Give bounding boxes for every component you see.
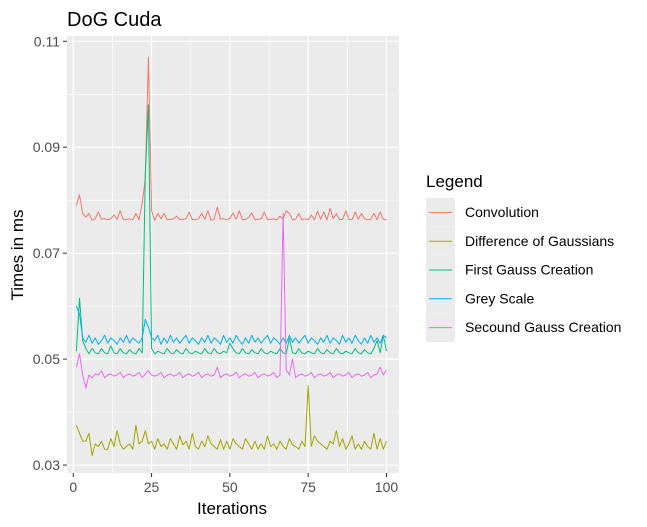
legend-items: Convolution Difference of Gaussians First … bbox=[426, 198, 621, 342]
chart-title: DoG Cuda bbox=[67, 9, 162, 31]
legend: Legend Convolution Difference of Gaussian… bbox=[426, 172, 621, 342]
series-line-difference-of-gaussians bbox=[75, 385, 387, 456]
grid-major bbox=[67, 36, 399, 473]
x-axis: 0 25 50 75 100 bbox=[69, 473, 398, 495]
panel-background bbox=[67, 36, 399, 473]
y-axis-title: Times in ms bbox=[8, 210, 27, 301]
x-tick-label: 25 bbox=[144, 479, 160, 495]
grid-minor bbox=[67, 36, 399, 473]
plot-area bbox=[67, 36, 399, 473]
y-axis: 0.03 0.05 0.07 0.09 0.11 bbox=[33, 33, 67, 473]
y-tick-label: 0.05 bbox=[33, 351, 60, 367]
legend-label-grey-scale: Grey Scale bbox=[465, 290, 534, 306]
x-tick-label: 0 bbox=[69, 479, 77, 495]
series-line-convolution bbox=[75, 56, 387, 221]
x-axis-title: Iterations bbox=[197, 499, 267, 518]
legend-label-secound-gauss-creation: Secound Gauss Creation bbox=[465, 319, 621, 335]
legend-label-first-gauss-creation: First Gauss Creation bbox=[465, 262, 593, 278]
legend-label-difference-of-gaussians: Difference of Gaussians bbox=[465, 233, 614, 249]
series-line-secound-gauss-creation bbox=[75, 212, 387, 389]
legend-label-convolution: Convolution bbox=[465, 204, 539, 220]
x-tick-label: 100 bbox=[375, 479, 399, 495]
legend-title: Legend bbox=[426, 172, 483, 191]
series-line-grey-scale bbox=[75, 305, 387, 345]
x-tick-label: 50 bbox=[222, 479, 238, 495]
series-line-first-gauss-creation bbox=[75, 104, 387, 355]
y-tick-label: 0.11 bbox=[34, 33, 60, 49]
y-tick-label: 0.03 bbox=[33, 457, 60, 473]
y-tick-label: 0.07 bbox=[33, 245, 60, 261]
series-layer bbox=[75, 56, 387, 456]
y-tick-label: 0.09 bbox=[33, 139, 60, 155]
x-tick-label: 75 bbox=[300, 479, 316, 495]
